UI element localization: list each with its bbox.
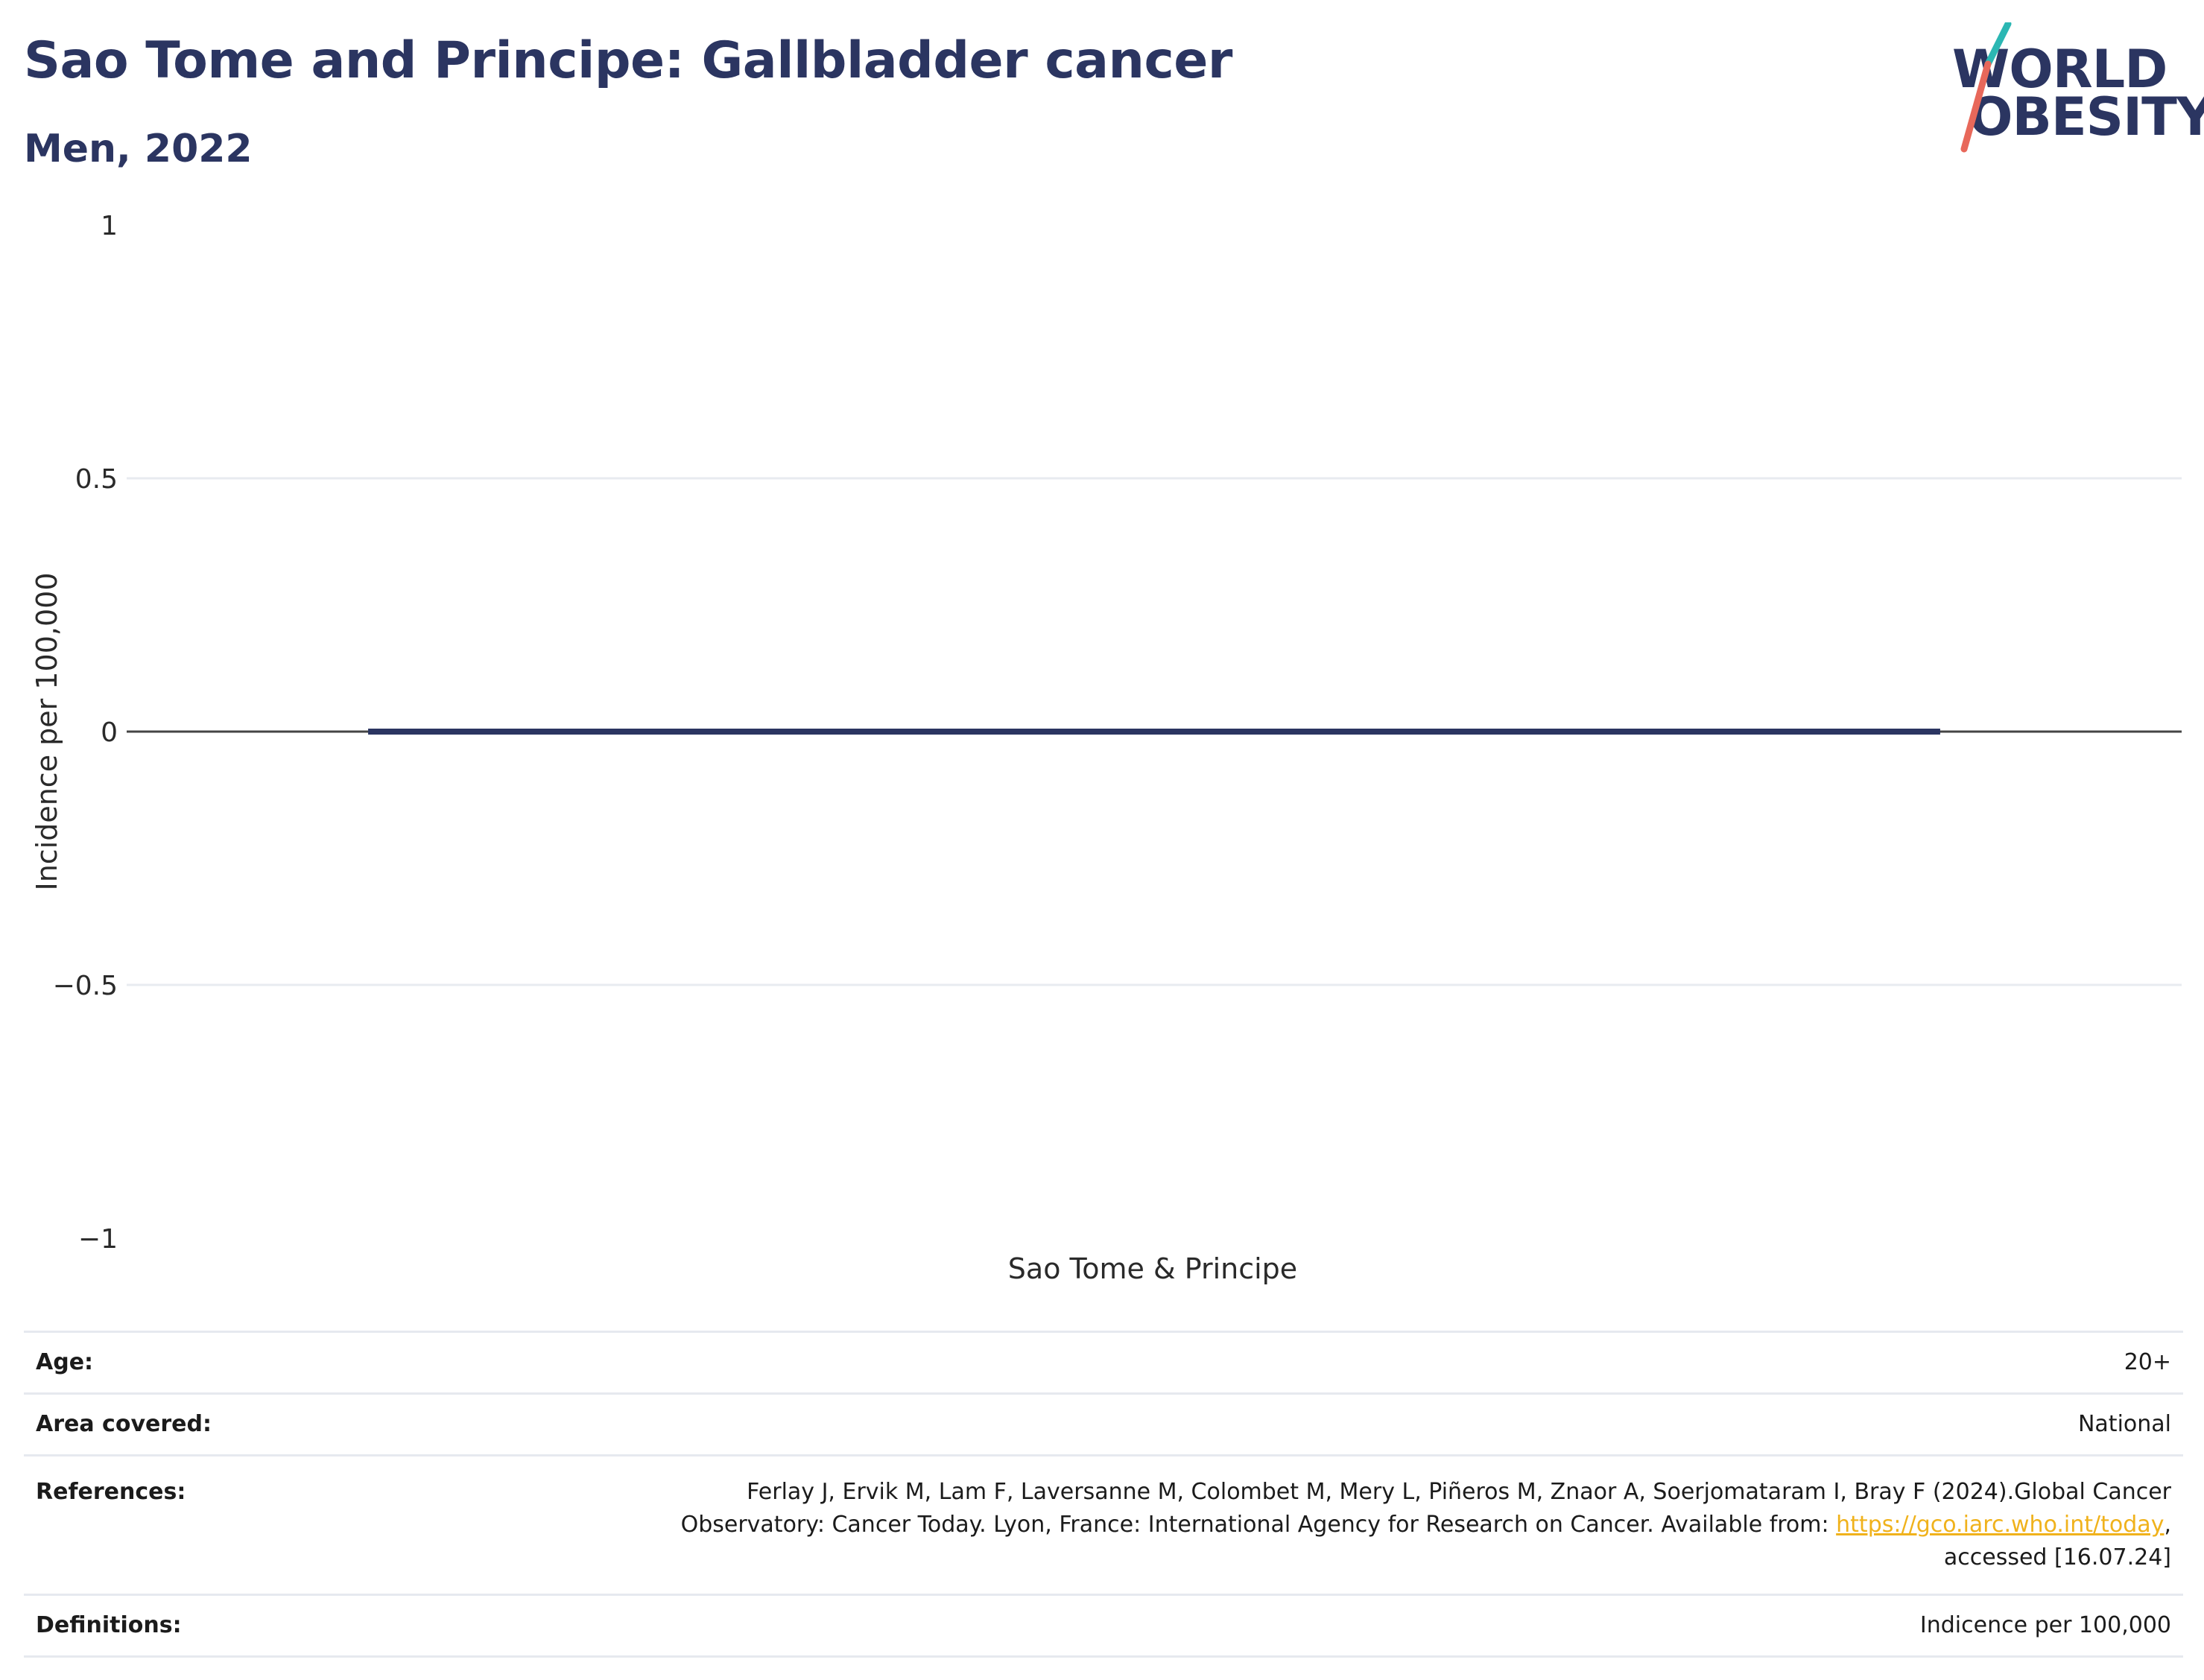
y-axis-ticks: 1 0.5 0 −0.5 −1 [53,211,118,1255]
y-axis-title: Incidence per 100,000 [31,572,63,890]
references-line-2-end: , [2164,1512,2171,1538]
meta-row-references: References: Ferlay J, Ervik M, Lam F, La… [24,1454,2183,1595]
meta-row-area: Area covered: National [24,1392,2183,1456]
meta-row-definitions: Definitions: Indicence per 100,000 [24,1594,2183,1658]
meta-area-label: Area covered: [24,1392,435,1456]
x-axis-categories: Sao Tome & Principe [1008,1252,1297,1285]
logo-slash-icon [1960,22,2012,153]
meta-definitions-label: Definitions: [24,1594,435,1658]
references-link[interactable]: https://gco.iarc.who.int/today [1836,1512,2165,1538]
metadata-table: Age: 20+ Area covered: National Referenc… [24,1331,2183,1658]
y-tick-label: 1 [101,211,118,241]
bar-chart: 1 0.5 0 −0.5 −1 Sao Tome & Principe Incidenc… [31,211,2182,1285]
meta-definitions-value: Indicence per 100,000 [435,1594,2183,1658]
meta-references-value: Ferlay J, Ervik M, Lam F, Laversanne M, … [435,1454,2183,1595]
bar [368,729,1940,735]
references-line-2: Observatory: Cancer Today. Lyon, France:… [680,1512,1837,1538]
logo-word-obesity: OBESITY [1969,86,2204,148]
y-tick-label: −0.5 [53,971,118,1001]
meta-area-value: National [435,1392,2183,1456]
references-line-3: accessed [16.07.24] [1943,1544,2171,1570]
chart-subtitle: Men, 2022 [24,127,253,171]
meta-age-value: 20+ [435,1331,2183,1394]
y-tick-label: 0.5 [75,464,118,495]
y-tick-label: −1 [78,1224,118,1255]
meta-row-age: Age: 20+ [24,1331,2183,1394]
references-line-1: Ferlay J, Ervik M, Lam F, Laversanne M, … [747,1479,2171,1505]
y-tick-label: 0 [101,717,118,748]
meta-age-label: Age: [24,1331,435,1394]
chart-title: Sao Tome and Principe: Gallbladder cance… [24,31,1232,90]
meta-references-label: References: [24,1454,435,1595]
x-category-label: Sao Tome & Principe [1008,1252,1297,1285]
world-obesity-logo: WORLD OBESITY [1937,22,2204,156]
bars [368,729,1940,735]
